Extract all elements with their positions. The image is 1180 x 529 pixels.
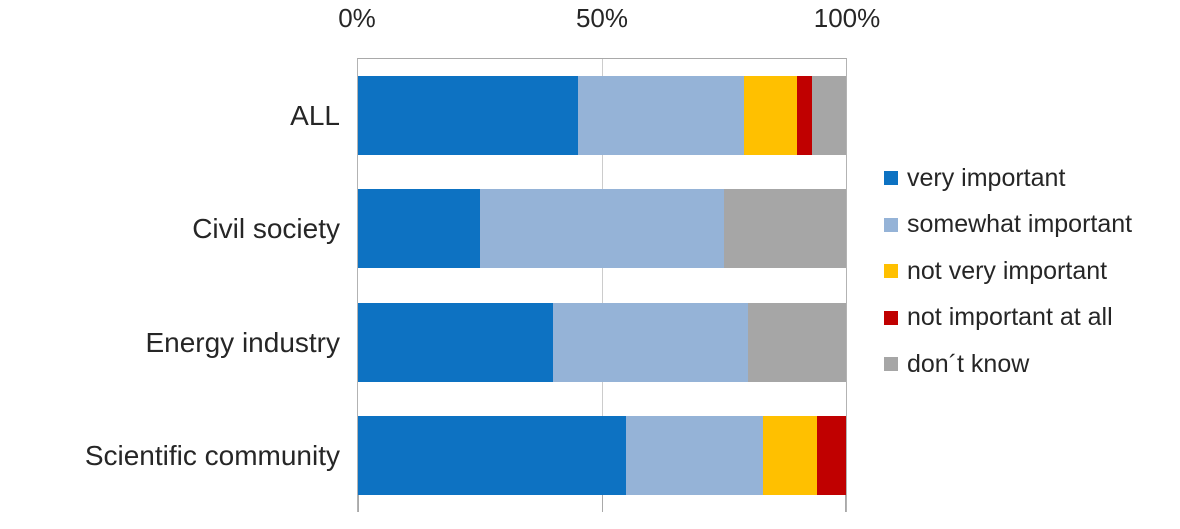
legend-marker-icon — [884, 217, 898, 232]
legend-label: somewhat important — [907, 210, 1133, 239]
bar-segment — [358, 76, 578, 156]
legend-label: don´t know — [907, 349, 1030, 378]
stacked-bar — [358, 189, 846, 269]
bar-segment — [797, 76, 812, 156]
legend-marker-icon — [884, 310, 898, 325]
category-label: Civil society — [192, 213, 340, 245]
axis-tick-100 — [845, 495, 846, 512]
bar-segment — [626, 415, 764, 495]
stacked-bar — [358, 302, 846, 382]
legend-item: don´t know — [884, 341, 1132, 388]
bar-rows — [358, 59, 846, 512]
legend-marker-icon — [884, 264, 898, 279]
legend-marker-icon — [884, 357, 898, 372]
legend-label: not very important — [907, 256, 1108, 285]
stacked-bar — [358, 415, 846, 495]
bar-segment — [763, 415, 817, 495]
category-label: ALL — [290, 99, 340, 131]
legend-item: not important at all — [884, 295, 1132, 342]
bar-row — [358, 59, 846, 172]
legend-label: not important at all — [907, 303, 1113, 332]
gridline-50-percent — [602, 59, 603, 512]
bar-segment — [553, 302, 749, 382]
legend-marker-icon — [884, 171, 898, 186]
bar-segment — [748, 302, 846, 382]
category-label: Energy industry — [145, 326, 340, 358]
legend-item: not very important — [884, 248, 1132, 295]
category-label: Scientific community — [84, 440, 340, 472]
bar-segment — [358, 189, 480, 269]
bar-segment — [724, 189, 846, 269]
bar-segment — [358, 302, 554, 382]
x-axis-tick-label: 0% — [338, 3, 376, 33]
legend-item: very important — [884, 155, 1132, 202]
plot-area — [357, 58, 847, 512]
legend: very important somewhat important not very… — [884, 155, 1132, 388]
bar-segment — [358, 415, 627, 495]
bar-row — [358, 399, 846, 512]
legend-label: very important — [907, 163, 1066, 192]
x-axis-tick-label: 100% — [813, 3, 881, 33]
axis-tick-50 — [602, 495, 603, 512]
bar-segment — [577, 76, 744, 156]
axis-tick-0 — [358, 495, 359, 512]
bar-row — [358, 286, 846, 399]
bar-segment — [743, 76, 798, 156]
stacked-bar — [358, 76, 846, 156]
bar-segment — [816, 415, 846, 495]
x-axis-tick-label: 50% — [575, 3, 629, 33]
bar-segment — [480, 189, 724, 269]
legend-item: somewhat important — [884, 202, 1132, 249]
bar-row — [358, 172, 846, 285]
bar-segment — [811, 76, 846, 156]
